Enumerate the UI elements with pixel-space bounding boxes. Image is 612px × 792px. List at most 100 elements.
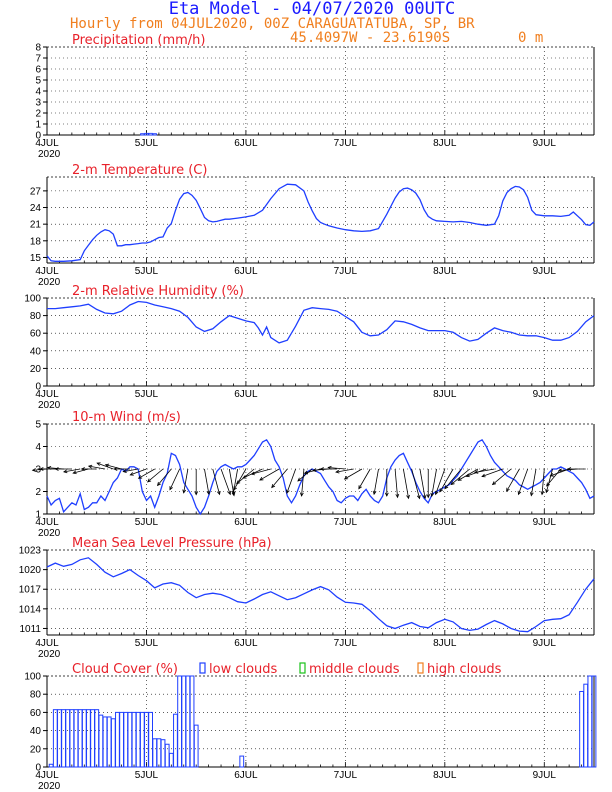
legend-swatch-middle-clouds: [299, 662, 306, 674]
wind-vector: [474, 468, 495, 473]
temp-panel-title: 2-m Temperature (C): [72, 163, 207, 178]
wind-vector-head: [147, 478, 152, 483]
wind-vector-head: [319, 467, 324, 471]
wind-vector-head: [358, 485, 362, 490]
mslp-xtick-label: 9JUL: [533, 638, 557, 649]
precip-bar: [140, 133, 145, 136]
precip-ytick-label: 1: [35, 120, 41, 131]
temp-panel: 15 18 21 24 27 4JUL 5JUL 6JUL 7JUL 8JUL 9JUL 2020 2-…: [30, 163, 595, 288]
wind-vector: [530, 468, 537, 496]
clouds-ytick-label: 40: [30, 726, 42, 737]
low-cloud-bar: [189, 675, 195, 768]
mslp-xtick-label: 4JUL: [35, 638, 59, 649]
temp-xtick-label: 8JUL: [433, 266, 457, 277]
low-cloud-bar: [185, 675, 191, 768]
wind-vector-head: [72, 470, 77, 475]
wind-vector: [204, 468, 210, 495]
wind-vector: [335, 468, 354, 473]
temp-ytick-label: 15: [30, 253, 42, 264]
clouds-xtick-label: 7JUL: [334, 770, 358, 781]
temp-xtick-label: 6JUL: [234, 266, 258, 277]
clouds-xtick-label: 9JUL: [533, 770, 557, 781]
legend-label-low-clouds: low clouds: [209, 662, 278, 677]
wind-vector: [97, 462, 114, 470]
wind-vector: [147, 468, 164, 483]
mslp-panel-title: Mean Sea Level Pressure (hPa): [72, 536, 272, 551]
wind-vector-head: [416, 494, 421, 500]
wind-vector-head: [384, 492, 389, 497]
wind-vector-head: [242, 475, 247, 479]
low-cloud-bar: [156, 738, 162, 768]
low-cloud-bar: [127, 711, 133, 768]
wind-vector: [545, 468, 553, 493]
rh-xtick-label: 7JUL: [334, 389, 358, 400]
wind-xtick-label: 9JUL: [533, 517, 557, 528]
temp-xtick-label: 7JUL: [334, 266, 358, 277]
temp-xtick-label: 4JUL: [35, 266, 59, 277]
wind-vector: [546, 468, 562, 487]
wind-vector-head: [137, 475, 143, 479]
wind-vector-head: [450, 481, 455, 486]
precip-ytick-label: 0: [35, 131, 41, 142]
rh-series-line: [47, 300, 595, 344]
wind-vector: [328, 467, 346, 470]
precip-xtick-label: 8JUL: [433, 138, 457, 149]
wind-vector: [439, 468, 454, 492]
wind-vector-head: [406, 494, 410, 500]
low-cloud-bar: [57, 709, 62, 768]
precip-panel-title: Precipitation (mm/h): [72, 33, 205, 48]
legend-swatch-high-clouds: [417, 662, 424, 674]
low-cloud-bar: [591, 675, 597, 768]
precip-ytick-label: 5: [35, 76, 41, 87]
wind-vector-head: [46, 466, 52, 470]
wind-year-label: 2020: [38, 528, 61, 539]
wind-vector: [492, 468, 512, 485]
wind-vector-head: [465, 473, 470, 478]
clouds-panel-title: Cloud Cover (%): [72, 662, 178, 677]
wind-vector: [138, 468, 155, 479]
precip-ytick-label: 4: [35, 87, 41, 98]
wind-vector-head: [457, 477, 462, 481]
rh-xtick-label: 5JUL: [135, 389, 159, 400]
wind-vector-head: [299, 492, 304, 497]
clouds-ytick-label: 60: [30, 708, 42, 719]
wind-vector: [481, 468, 503, 477]
rh-ytick-label: 20: [30, 364, 42, 375]
wind-vector-head: [96, 462, 101, 466]
wind-vector: [411, 468, 420, 499]
mslp-xtick-label: 6JUL: [234, 638, 258, 649]
wind-vector: [63, 468, 81, 473]
low-cloud-bar: [239, 755, 245, 768]
wind-vector-head: [343, 475, 349, 480]
wind-vector-head: [250, 471, 255, 476]
low-cloud-bar: [139, 711, 145, 768]
mslp-year-label: 2020: [38, 649, 61, 660]
wind-vector: [286, 468, 297, 494]
rh-xtick-label: 6JUL: [234, 389, 258, 400]
wind-vector-head: [216, 490, 221, 496]
mslp-series-line: [46, 557, 595, 633]
wind-vector: [73, 468, 89, 474]
chart-subtitle: Hourly from 04JUL2020, 00Z CARAGUATATUBA…: [70, 16, 475, 32]
precip-ytick-label: 3: [35, 98, 41, 109]
low-cloud-bar: [73, 709, 79, 768]
mslp-ytick-label: 1014: [19, 604, 42, 615]
low-cloud-bar: [48, 763, 54, 768]
wind-vector-head: [227, 490, 232, 496]
wind-vector-head: [549, 473, 554, 477]
low-cloud-bar: [110, 718, 116, 768]
wind-vector-head: [426, 494, 431, 499]
rh-ytick-label: 40: [30, 346, 42, 357]
wind-vector-head: [303, 470, 309, 475]
wind-vector-head: [395, 493, 400, 499]
wind-vector-head: [182, 489, 187, 494]
low-cloud-bar: [106, 716, 112, 768]
wind-vector-head: [62, 469, 68, 474]
low-cloud-bar: [115, 711, 120, 768]
wind-vector: [402, 468, 409, 499]
wind-vector-head: [444, 485, 449, 490]
wind-vector-head: [156, 481, 161, 487]
wind-vector: [358, 468, 371, 489]
rh-panel: 0 20 40 60 80 100 4JUL 5JUL 6JUL 7JUL 8JUL 9JUL 2020…: [24, 284, 595, 411]
wind-vector-head: [231, 490, 236, 496]
